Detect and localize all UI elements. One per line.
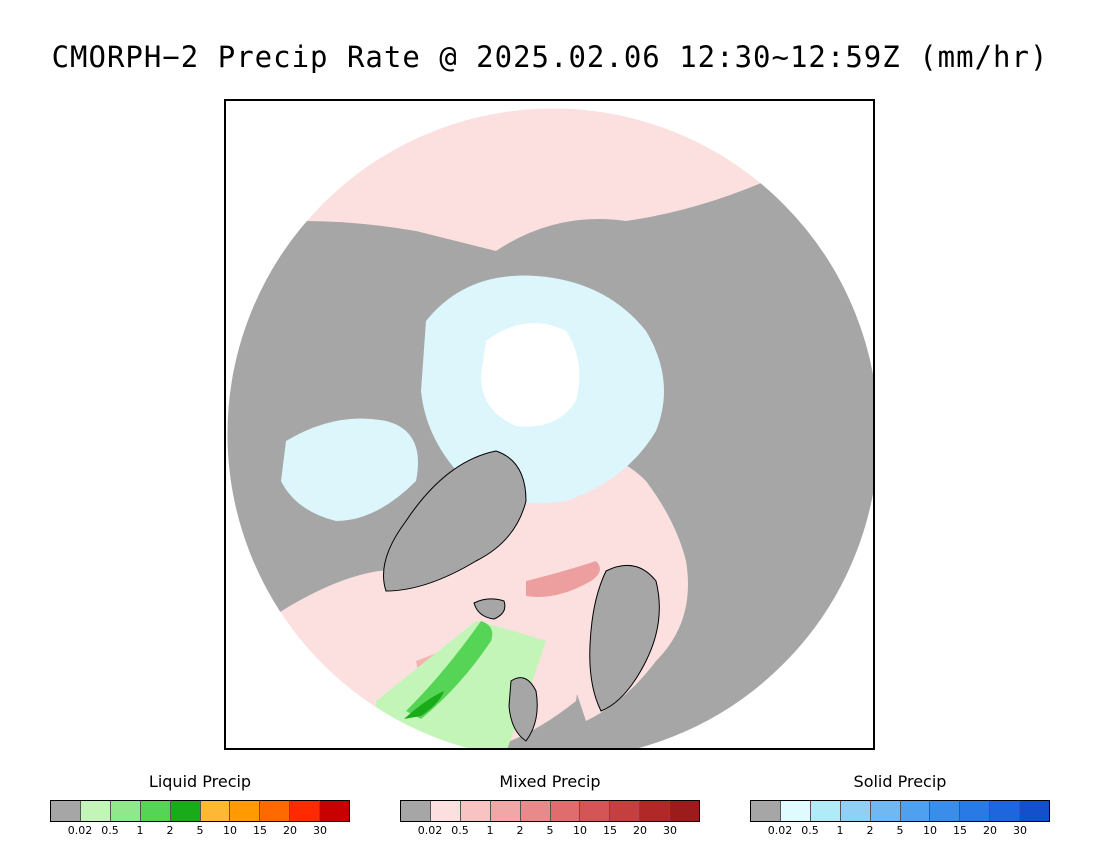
legend-solid-swatch — [1020, 801, 1050, 821]
legend-solid-swatch — [990, 801, 1021, 821]
hemisphere-edge — [226, 107, 873, 748]
legend-liquid-swatch — [170, 801, 201, 821]
legend-liquid-swatch — [290, 801, 321, 821]
legend-mixed: Mixed Precip 0.02 0.5 1 2 5 10 15 20 30 — [400, 772, 700, 838]
legend-liquid-ticks: 0.02 0.5 1 2 5 10 15 20 30 — [50, 824, 350, 838]
atlantic-mixed-precip — [266, 485, 626, 748]
legend-mixed-swatch — [490, 801, 521, 821]
legend-solid-swatch — [780, 801, 811, 821]
legend-solid-swatch — [810, 801, 841, 821]
legend-mixed-ticks: 0.02 0.5 1 2 5 10 15 20 30 — [400, 824, 700, 838]
legend-solid-swatch — [900, 801, 931, 821]
legend-solid-swatch — [870, 801, 901, 821]
legend-liquid-tick-label: 5 — [196, 824, 204, 837]
legend-mixed-tick-label: 15 — [603, 824, 617, 837]
legend-liquid-swatches — [50, 800, 350, 822]
polar-map — [224, 99, 875, 750]
legend-liquid-title: Liquid Precip — [148, 772, 252, 791]
legend-liquid-tick-label: 30 — [313, 824, 327, 837]
legend-mixed-swatch — [610, 801, 641, 821]
legend-mixed-tick-label: 1 — [486, 824, 494, 837]
legend-liquid-tick-label: 1 — [136, 824, 144, 837]
liquid-mid-band — [406, 621, 493, 719]
legend-solid-tick-label: 0.5 — [801, 824, 819, 837]
legend-liquid-swatch — [140, 801, 171, 821]
legend-liquid-tick-label: 20 — [283, 824, 297, 837]
legend-mixed-tick-label: 30 — [663, 824, 677, 837]
legend-liquid-tick-label: 15 — [253, 824, 267, 837]
legend-solid-tick-label: 15 — [953, 824, 967, 837]
legend-liquid-swatch — [200, 801, 231, 821]
legend-liquid-tick-label: 10 — [223, 824, 237, 837]
legend-mixed-swatch — [580, 801, 611, 821]
legend-solid-ticks: 0.02 0.5 1 2 5 10 15 20 30 — [750, 824, 1050, 838]
legend-solid-tick-label: 1 — [836, 824, 844, 837]
legend-mixed-swatch — [550, 801, 581, 821]
legend-solid-title: Solid Precip — [853, 772, 947, 791]
legend-solid-tick-label: 10 — [923, 824, 937, 837]
canada-solid-precip — [281, 418, 418, 521]
legend-liquid-swatch — [260, 801, 291, 821]
legend-mixed-tick-label: 5 — [546, 824, 554, 837]
legend-liquid-swatch — [320, 801, 350, 821]
legend-solid-tick-label: 5 — [896, 824, 904, 837]
legend-liquid-swatch — [230, 801, 261, 821]
british-isles-land — [508, 677, 538, 742]
greenland-land — [383, 450, 527, 592]
legend-liquid-tick-label: 0.5 — [101, 824, 119, 837]
legend-solid-swatches — [750, 800, 1050, 822]
legend-solid-tick-label: 20 — [983, 824, 997, 837]
legend-mixed-swatch — [640, 801, 671, 821]
legend-mixed-swatches — [400, 800, 700, 822]
legend-liquid: Liquid Precip 0.02 0.5 1 2 5 10 15 20 30 — [50, 772, 350, 838]
scandinavia-land — [589, 564, 660, 712]
legend-solid-tick-label: 0.02 — [767, 824, 793, 837]
legend-mixed-tick-label: 10 — [573, 824, 587, 837]
legend-liquid-swatch — [51, 801, 81, 821]
liquid-heavy-band — [404, 691, 444, 719]
legend-liquid-swatch — [110, 801, 141, 821]
legend-mixed-tick-label: 0.02 — [417, 824, 443, 837]
legend-mixed-swatch — [460, 801, 491, 821]
legend-solid-tick-label: 2 — [866, 824, 874, 837]
map-title: CMORPH−2 Precip Rate @ 2025.02.06 12:30~… — [51, 40, 1049, 74]
legend-liquid-tick-label: 0.02 — [67, 824, 93, 837]
legend-solid-swatch — [751, 801, 781, 821]
polar-map-svg — [226, 107, 873, 748]
legend-mixed-swatch — [520, 801, 551, 821]
legend-liquid-swatch — [80, 801, 111, 821]
legend-mixed-tick-label: 0.5 — [451, 824, 469, 837]
legend-solid: Solid Precip 0.02 0.5 1 2 5 10 15 20 30 — [750, 772, 1050, 838]
legend-mixed-swatch — [430, 801, 461, 821]
atlantic-liquid-precip — [376, 621, 546, 748]
mixed-heavy-band — [526, 561, 600, 597]
legend-solid-swatch — [840, 801, 871, 821]
legend-mixed-swatch — [670, 801, 700, 821]
legend-mixed-swatch — [401, 801, 431, 821]
legend-mixed-title: Mixed Precip — [499, 772, 601, 791]
legend-solid-swatch — [930, 801, 961, 821]
legend-solid-swatch — [960, 801, 991, 821]
legend-mixed-tick-label: 2 — [516, 824, 524, 837]
legend-solid-tick-label: 30 — [1013, 824, 1027, 837]
iceland-land — [473, 598, 506, 620]
legend-mixed-tick-label: 20 — [633, 824, 647, 837]
legend-liquid-tick-label: 2 — [166, 824, 174, 837]
arctic-solid-core — [481, 323, 580, 427]
